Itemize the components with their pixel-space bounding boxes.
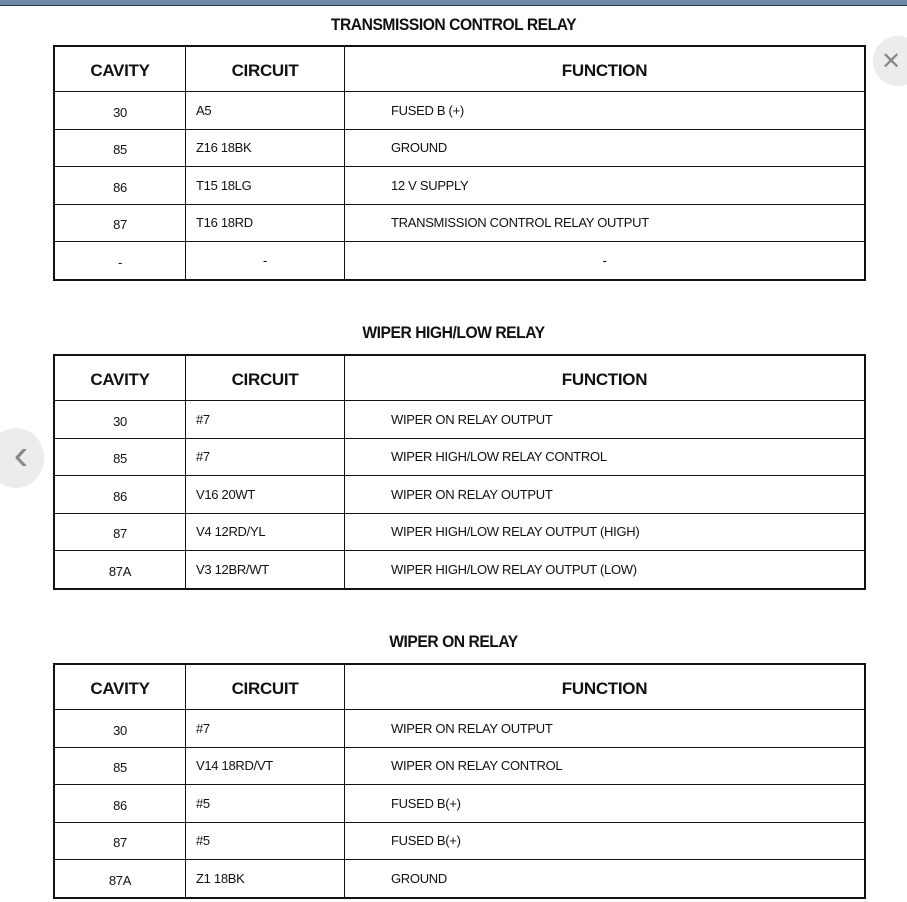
function-cell: 12 V SUPPLY <box>344 166 866 205</box>
close-button[interactable]: ✕ <box>873 36 907 86</box>
function-cell: GROUND <box>344 128 866 167</box>
header-function: FUNCTION <box>344 663 866 710</box>
circuit-cell: V3 12BR/WT <box>185 550 345 589</box>
cavity-cell: 85 <box>53 746 186 785</box>
window-top-bar <box>0 0 907 6</box>
cavity-cell: 86 <box>53 784 186 823</box>
function-cell: WIPER ON RELAY OUTPUT <box>344 709 866 748</box>
function-cell: FUSED B (+) <box>344 91 866 130</box>
table-row: 86 #5 FUSED B(+) <box>53 784 866 823</box>
table-row: 87A Z1 18BK GROUND <box>53 859 866 898</box>
cavity-cell: 85 <box>53 128 186 167</box>
header-circuit: CIRCUIT <box>185 663 345 710</box>
table-row: - - - <box>53 241 866 280</box>
header-row: CAVITY CIRCUIT FUNCTION <box>53 45 866 92</box>
circuit-cell: #7 <box>185 437 345 476</box>
table-row: 30 A5 FUSED B (+) <box>53 91 866 130</box>
cavity-cell: 87 <box>53 512 186 551</box>
circuit-cell: #7 <box>185 709 345 748</box>
function-cell: WIPER HIGH/LOW RELAY OUTPUT (LOW) <box>344 550 866 589</box>
cavity-cell: 30 <box>53 709 186 748</box>
circuit-cell: A5 <box>185 91 345 130</box>
function-cell: WIPER HIGH/LOW RELAY OUTPUT (HIGH) <box>344 512 866 551</box>
table-row: 87A V3 12BR/WT WIPER HIGH/LOW RELAY OUTP… <box>53 550 866 589</box>
function-cell: WIPER ON RELAY CONTROL <box>344 746 866 785</box>
circuit-cell: V14 18RD/VT <box>185 746 345 785</box>
header-function: FUNCTION <box>344 45 866 92</box>
function-cell: FUSED B(+) <box>344 821 866 860</box>
function-cell: GROUND <box>344 859 866 898</box>
close-icon: ✕ <box>880 47 902 75</box>
cavity-cell: 87 <box>53 203 186 242</box>
header-row: CAVITY CIRCUIT FUNCTION <box>53 663 866 710</box>
relay-table: CAVITY CIRCUIT FUNCTION 30 A5 FUSED B (+) … <box>53 45 866 281</box>
table-row: 86 T15 18LG 12 V SUPPLY <box>53 166 866 205</box>
cavity-cell: - <box>53 241 186 280</box>
cavity-cell: 87A <box>53 859 186 898</box>
table-row: 87 T16 18RD TRANSMISSION CONTROL RELAY O… <box>53 203 866 242</box>
header-function: FUNCTION <box>344 354 866 401</box>
function-cell: TRANSMISSION CONTROL RELAY OUTPUT <box>344 203 866 242</box>
circuit-cell: V16 20WT <box>185 475 345 514</box>
cavity-cell: 85 <box>53 437 186 476</box>
cavity-cell: 30 <box>53 91 186 130</box>
function-cell: WIPER HIGH/LOW RELAY CONTROL <box>344 437 866 476</box>
table-row: 30 #7 WIPER ON RELAY OUTPUT <box>53 709 866 748</box>
header-circuit: CIRCUIT <box>185 45 345 92</box>
circuit-cell: T15 18LG <box>185 166 345 205</box>
previous-button[interactable]: ‹ <box>0 428 44 488</box>
circuit-cell: #5 <box>185 821 345 860</box>
circuit-cell: V4 12RD/YL <box>185 512 345 551</box>
function-cell: WIPER ON RELAY OUTPUT <box>344 400 866 439</box>
table-row: 87 V4 12RD/YL WIPER HIGH/LOW RELAY OUTPU… <box>53 512 866 551</box>
circuit-cell: Z1 18BK <box>185 859 345 898</box>
relay-table: CAVITY CIRCUIT FUNCTION 30 #7 WIPER ON REL… <box>53 354 866 590</box>
cavity-cell: 86 <box>53 166 186 205</box>
table-row: 85 Z16 18BK GROUND <box>53 128 866 167</box>
header-cavity: CAVITY <box>53 354 186 401</box>
function-cell: - <box>344 241 866 280</box>
cavity-cell: 86 <box>53 475 186 514</box>
cavity-cell: 30 <box>53 400 186 439</box>
header-cavity: CAVITY <box>53 663 186 710</box>
circuit-cell: - <box>185 241 345 280</box>
table-title: WIPER ON RELAY <box>389 632 518 651</box>
header-row: CAVITY CIRCUIT FUNCTION <box>53 354 866 401</box>
function-cell: WIPER ON RELAY OUTPUT <box>344 475 866 514</box>
chevron-left-icon: ‹ <box>13 430 29 479</box>
header-circuit: CIRCUIT <box>185 354 345 401</box>
function-cell: FUSED B(+) <box>344 784 866 823</box>
table-row: 85 #7 WIPER HIGH/LOW RELAY CONTROL <box>53 437 866 476</box>
table-title: WIPER HIGH/LOW RELAY <box>362 323 545 342</box>
cavity-cell: 87A <box>53 550 186 589</box>
table-row: 85 V14 18RD/VT WIPER ON RELAY CONTROL <box>53 746 866 785</box>
circuit-cell: T16 18RD <box>185 203 345 242</box>
table-row: 87 #5 FUSED B(+) <box>53 821 866 860</box>
circuit-cell: #7 <box>185 400 345 439</box>
table-row: 30 #7 WIPER ON RELAY OUTPUT <box>53 400 866 439</box>
relay-table: CAVITY CIRCUIT FUNCTION 30 #7 WIPER ON REL… <box>53 663 866 899</box>
header-cavity: CAVITY <box>53 45 186 92</box>
circuit-cell: #5 <box>185 784 345 823</box>
cavity-cell: 87 <box>53 821 186 860</box>
table-row: 86 V16 20WT WIPER ON RELAY OUTPUT <box>53 475 866 514</box>
table-title: TRANSMISSION CONTROL RELAY <box>330 15 577 34</box>
circuit-cell: Z16 18BK <box>185 128 345 167</box>
